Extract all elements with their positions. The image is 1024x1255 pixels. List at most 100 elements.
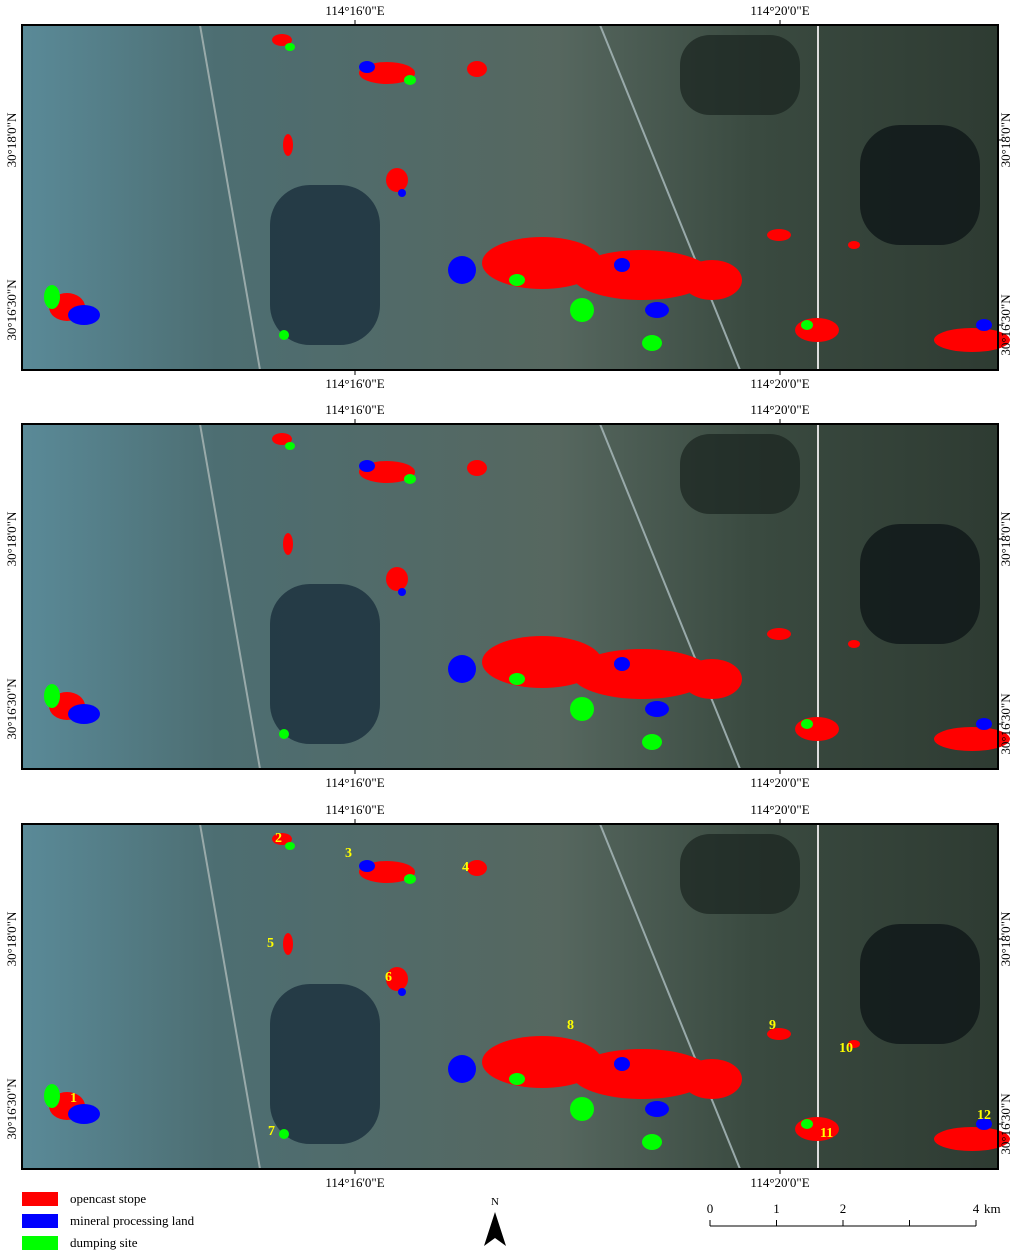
mine-patch xyxy=(976,1118,992,1130)
longitude-label: 114°16'0"E xyxy=(325,775,384,790)
mine-patch xyxy=(614,657,630,671)
mine-patch xyxy=(398,988,406,996)
mine-patch xyxy=(976,319,992,331)
mine-patch xyxy=(645,1101,669,1117)
mine-patch xyxy=(386,168,408,192)
site-label: 11 xyxy=(820,1126,833,1141)
mine-patch xyxy=(767,1028,791,1040)
mine-patch xyxy=(285,442,295,450)
north-arrow xyxy=(484,1212,506,1246)
mine-patch xyxy=(279,1129,289,1139)
mine-patch xyxy=(44,1084,60,1108)
mine-patch xyxy=(68,305,100,325)
mine-patch xyxy=(848,1040,860,1048)
legend-label: mineral processing land xyxy=(70,1213,195,1228)
mine-patch xyxy=(509,274,525,286)
mine-patch xyxy=(848,241,860,249)
mine-patch xyxy=(398,189,406,197)
water-body xyxy=(270,185,380,345)
site-label: 5 xyxy=(267,936,274,951)
mine-patch xyxy=(570,697,594,721)
mine-patch xyxy=(934,727,1010,751)
latitude-label: 30°16'30"N xyxy=(4,279,19,341)
longitude-label: 114°16'0"E xyxy=(325,802,384,817)
mine-patch xyxy=(642,734,662,750)
mine-patch xyxy=(285,842,295,850)
mine-patch xyxy=(801,1119,813,1129)
road xyxy=(199,423,261,770)
longitude-label: 114°16'0"E xyxy=(325,1175,384,1190)
mine-patch xyxy=(767,229,791,241)
water-body xyxy=(270,584,380,744)
north-label: N xyxy=(491,1196,499,1208)
mine-patch xyxy=(645,701,669,717)
dark-hill xyxy=(680,434,800,514)
scale-unit: km xyxy=(984,1201,1001,1216)
mine-patch xyxy=(272,34,292,46)
mine-patch xyxy=(801,719,813,729)
mine-patch xyxy=(572,1049,712,1099)
mine-patch xyxy=(44,285,60,309)
site-label: 4 xyxy=(462,860,469,875)
mine-patch xyxy=(448,655,476,683)
mine-patch xyxy=(285,43,295,51)
mine-patch xyxy=(976,718,992,730)
dark-hill xyxy=(860,924,980,1044)
mine-patch xyxy=(404,874,416,884)
latitude-label: 30°16'30"N xyxy=(998,693,1013,755)
mine-patch xyxy=(272,833,292,845)
legend-swatch xyxy=(22,1236,58,1250)
longitude-label: 114°16'0"E xyxy=(325,3,384,18)
road xyxy=(199,24,261,371)
mine-patch xyxy=(682,260,742,300)
longitude-label: 114°20'0"E xyxy=(750,3,809,18)
mine-patch xyxy=(795,318,839,342)
map-panel: 114°16'0"E 114°16'0"E 114°20'0"E 114°20'0"E… xyxy=(4,3,1013,391)
panel-frame xyxy=(21,823,999,1170)
legend-label: opencast stope xyxy=(70,1191,146,1206)
mine-patch xyxy=(642,1134,662,1150)
latitude-label: 30°16'30"N xyxy=(998,1093,1013,1155)
satellite-image xyxy=(22,824,998,1169)
mine-patch xyxy=(359,460,375,472)
mine-patch xyxy=(509,1073,525,1085)
road xyxy=(599,823,741,1170)
mine-patch xyxy=(386,567,408,591)
road xyxy=(199,823,261,1170)
mine-patch xyxy=(467,61,487,77)
map-panel: 114°16'0"E 114°16'0"E 114°20'0"E 114°20'0"E… xyxy=(4,802,1013,1190)
latitude-label: 30°18'0"N xyxy=(998,911,1013,966)
latitude-label: 30°18'0"N xyxy=(998,112,1013,167)
longitude-label: 114°20'0"E xyxy=(750,775,809,790)
mine-patch xyxy=(570,1097,594,1121)
site-label: 9 xyxy=(769,1018,776,1033)
road xyxy=(599,423,741,770)
site-label: 3 xyxy=(345,846,352,861)
mine-patch xyxy=(283,933,293,955)
mine-patch xyxy=(404,75,416,85)
dark-hill xyxy=(680,834,800,914)
scale-label: 2 xyxy=(840,1201,847,1216)
water-body xyxy=(270,984,380,1144)
mine-patch xyxy=(272,433,292,445)
mine-patch xyxy=(359,860,375,872)
mine-patch xyxy=(68,1104,100,1124)
mine-patch xyxy=(614,258,630,272)
mine-patch xyxy=(570,298,594,322)
mine-patch xyxy=(795,717,839,741)
latitude-label: 30°18'0"N xyxy=(4,911,19,966)
satellite-image xyxy=(22,424,998,769)
mine-patch xyxy=(645,302,669,318)
mine-patch xyxy=(848,640,860,648)
latitude-label: 30°18'0"N xyxy=(4,511,19,566)
satellite-image xyxy=(22,25,998,370)
mine-patch xyxy=(448,1055,476,1083)
longitude-label: 114°20'0"E xyxy=(750,1175,809,1190)
longitude-label: 114°20'0"E xyxy=(750,376,809,391)
panel-frame xyxy=(21,24,999,371)
legend-swatch xyxy=(22,1192,58,1206)
mine-patch xyxy=(572,250,712,300)
mine-patch xyxy=(614,1057,630,1071)
mine-patch xyxy=(801,320,813,330)
mine-patch xyxy=(642,335,662,351)
